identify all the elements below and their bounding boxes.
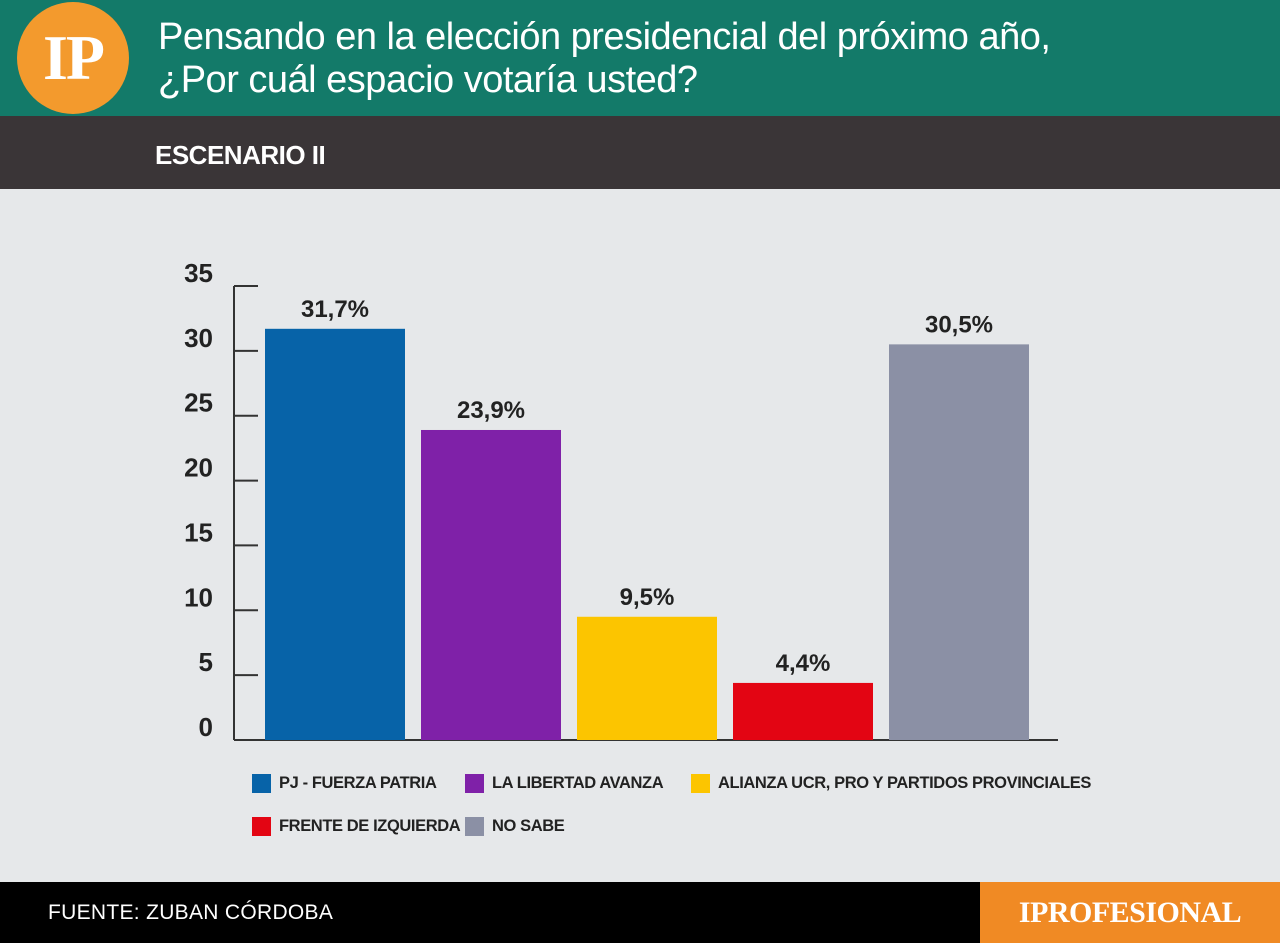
legend-label: NO SABE	[492, 816, 565, 835]
data-label: 4,4%	[776, 650, 831, 677]
legend-label: LA LIBERTAD AVANZA	[492, 773, 664, 792]
y-tick-label: 15	[184, 517, 213, 547]
legend-item: ALIANZA UCR, PRO Y PARTIDOS PROVINCIALES	[691, 771, 1091, 795]
y-tick-label: 25	[184, 388, 213, 418]
legend-item: NO SABE	[465, 814, 565, 838]
legend-swatch	[252, 773, 271, 793]
legend-label: PJ - FUERZA PATRIA	[279, 773, 437, 792]
scenario-label: ESCENARIO II	[155, 140, 326, 170]
data-label: 31,7%	[301, 296, 369, 323]
bar	[421, 429, 561, 740]
data-label: 30,5%	[925, 311, 993, 338]
y-tick-label: 35	[184, 258, 213, 288]
y-tick-label: 10	[184, 582, 213, 612]
y-tick-label: 0	[199, 712, 213, 742]
brand-block: IPROFESIONAL	[980, 882, 1280, 943]
legend-swatch	[252, 816, 271, 836]
source-text: FUENTE: ZUBAN CÓRDOBA	[48, 901, 334, 924]
header-bar: IP Pensando en la elección presidencial …	[0, 0, 1280, 116]
scenario-bar	[0, 116, 1280, 189]
title-line-2: ¿Por cuál espacio votaría usted?	[158, 59, 698, 101]
ip-logo: IP	[17, 2, 129, 114]
legend-label: FRENTE DE IZQUIERDA	[279, 816, 461, 835]
legend-item: PJ - FUERZA PATRIA	[252, 771, 437, 795]
bar	[733, 682, 873, 740]
legend-label: ALIANZA UCR, PRO Y PARTIDOS PROVINCIALES	[718, 773, 1092, 792]
y-tick-label: 30	[184, 323, 213, 353]
data-label: 9,5%	[620, 584, 675, 611]
legend-swatch	[691, 773, 710, 793]
legend-swatch	[465, 816, 484, 836]
bar	[889, 344, 1029, 740]
legend-swatch	[465, 773, 484, 793]
legend-item: FRENTE DE IZQUIERDA	[252, 814, 461, 838]
brand-logo: IPROFESIONAL	[1018, 895, 1242, 929]
data-label: 23,9%	[457, 397, 525, 424]
bar	[577, 616, 717, 740]
title-line-1: Pensando en la elección presidencial del…	[158, 16, 1051, 58]
bar-chart: 0 5 10 15 20 25 30 35 31,7% 23,9% 9,5% 4,4% 30,5%	[184, 258, 1058, 742]
bar	[265, 328, 405, 740]
y-tick-label: 5	[199, 647, 213, 677]
legend-item: LA LIBERTAD AVANZA	[465, 771, 664, 795]
logo-text: IP	[43, 22, 105, 93]
y-tick-label: 20	[184, 453, 213, 483]
chart-title: Pensando en la elección presidencial del…	[158, 16, 1258, 102]
